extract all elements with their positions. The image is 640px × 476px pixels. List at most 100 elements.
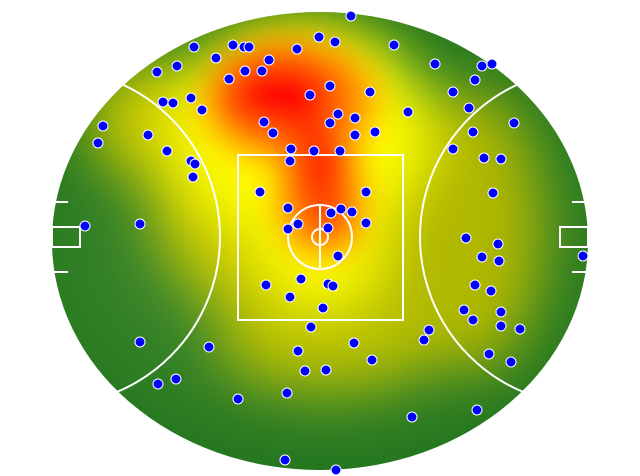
point bbox=[232, 393, 244, 405]
point bbox=[317, 302, 329, 314]
point bbox=[364, 86, 376, 98]
point bbox=[493, 255, 505, 267]
point bbox=[167, 97, 179, 109]
point bbox=[471, 404, 483, 416]
point bbox=[486, 58, 498, 70]
point bbox=[366, 354, 378, 366]
point bbox=[260, 279, 272, 291]
point bbox=[349, 129, 361, 141]
point bbox=[346, 206, 358, 218]
point bbox=[360, 217, 372, 229]
point bbox=[447, 143, 459, 155]
point bbox=[467, 126, 479, 138]
point bbox=[291, 43, 303, 55]
point bbox=[327, 280, 339, 292]
point bbox=[203, 341, 215, 353]
point bbox=[325, 207, 337, 219]
point bbox=[320, 364, 332, 376]
point bbox=[284, 291, 296, 303]
point bbox=[299, 365, 311, 377]
point bbox=[227, 39, 239, 51]
point bbox=[254, 186, 266, 198]
point bbox=[429, 58, 441, 70]
point bbox=[514, 323, 526, 335]
point bbox=[188, 41, 200, 53]
point bbox=[467, 314, 479, 326]
point bbox=[487, 187, 499, 199]
point bbox=[282, 223, 294, 235]
point bbox=[463, 102, 475, 114]
point bbox=[196, 104, 208, 116]
point bbox=[79, 220, 91, 232]
point bbox=[418, 334, 430, 346]
point bbox=[295, 273, 307, 285]
point bbox=[508, 117, 520, 129]
point bbox=[97, 120, 109, 132]
field-markings bbox=[51, 68, 589, 406]
point bbox=[313, 31, 325, 43]
point bbox=[223, 73, 235, 85]
point bbox=[476, 60, 488, 72]
point bbox=[152, 378, 164, 390]
point bbox=[171, 60, 183, 72]
point bbox=[285, 143, 297, 155]
point bbox=[402, 106, 414, 118]
point bbox=[322, 222, 334, 234]
point bbox=[292, 218, 304, 230]
point bbox=[330, 464, 342, 476]
point bbox=[458, 304, 470, 316]
point bbox=[348, 337, 360, 349]
point bbox=[324, 80, 336, 92]
point bbox=[388, 39, 400, 51]
point bbox=[134, 218, 146, 230]
point bbox=[279, 454, 291, 466]
point bbox=[308, 145, 320, 157]
point bbox=[447, 86, 459, 98]
point bbox=[292, 345, 304, 357]
point bbox=[282, 202, 294, 214]
point bbox=[243, 41, 255, 53]
point bbox=[334, 145, 346, 157]
point bbox=[335, 203, 347, 215]
point bbox=[332, 250, 344, 262]
point bbox=[495, 153, 507, 165]
point bbox=[263, 54, 275, 66]
point bbox=[369, 126, 381, 138]
point bbox=[577, 250, 589, 262]
point bbox=[492, 238, 504, 250]
point bbox=[185, 92, 197, 104]
point bbox=[284, 155, 296, 167]
point bbox=[406, 411, 418, 423]
point bbox=[505, 356, 517, 368]
point bbox=[460, 232, 472, 244]
point bbox=[345, 10, 357, 22]
point bbox=[469, 74, 481, 86]
point bbox=[360, 186, 372, 198]
point bbox=[92, 137, 104, 149]
point bbox=[476, 251, 488, 263]
point bbox=[281, 387, 293, 399]
point bbox=[305, 321, 317, 333]
point bbox=[304, 89, 316, 101]
point bbox=[495, 306, 507, 318]
point bbox=[187, 171, 199, 183]
points bbox=[79, 10, 589, 476]
point bbox=[478, 152, 490, 164]
point bbox=[170, 373, 182, 385]
point bbox=[324, 117, 336, 129]
point bbox=[210, 52, 222, 64]
point bbox=[485, 285, 497, 297]
point bbox=[161, 145, 173, 157]
point bbox=[256, 65, 268, 77]
point bbox=[423, 324, 435, 336]
point bbox=[329, 36, 341, 48]
point bbox=[349, 112, 361, 124]
point bbox=[258, 116, 270, 128]
point bbox=[134, 336, 146, 348]
point bbox=[142, 129, 154, 141]
point bbox=[151, 66, 163, 78]
point bbox=[483, 348, 495, 360]
point bbox=[239, 65, 251, 77]
